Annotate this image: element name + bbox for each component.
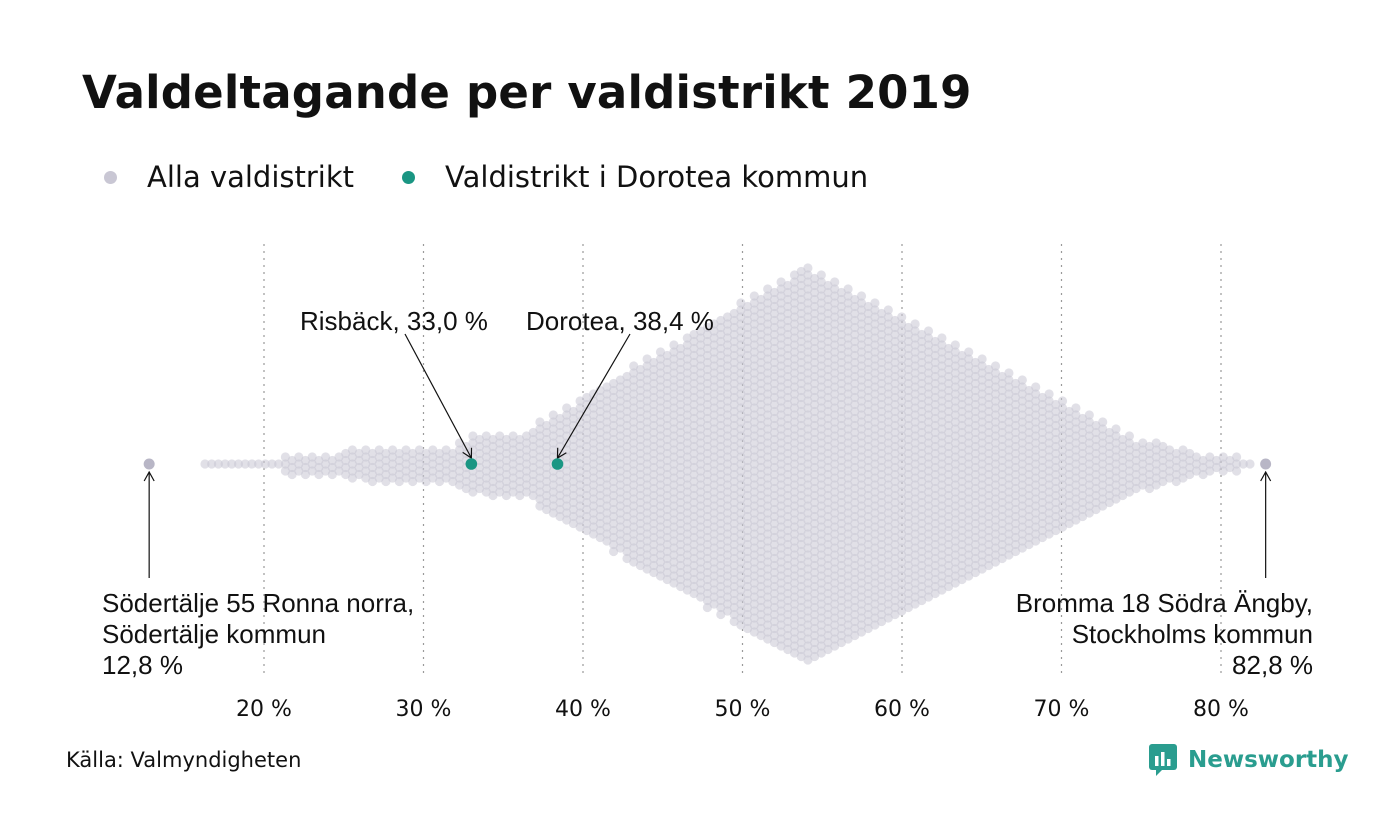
x-tick-label: 40 % (555, 697, 611, 722)
swarm-point (1057, 396, 1068, 406)
swarm-point (950, 340, 960, 350)
swarm-point (267, 459, 277, 469)
arrow-head (462, 447, 473, 460)
x-tick-label: 80 % (1193, 697, 1249, 722)
arrow-head (143, 470, 155, 482)
swarm-point (803, 263, 813, 273)
legend-item-all: Alla valdistrikt (104, 160, 354, 194)
legend: Alla valdistrikt Valdistrikt i Dorotea k… (104, 160, 916, 194)
annotation-extreme-max-line: 82,8 % (1232, 650, 1313, 680)
swarm-point (870, 298, 880, 308)
swarm-point (977, 354, 987, 364)
annotation-extreme-min-line: Södertälje kommun (102, 619, 326, 649)
brand-name: Newsworthy (1188, 747, 1349, 773)
arrow-highlight (404, 333, 472, 459)
swarm-point (1245, 459, 1255, 469)
legend-label-all: Alla valdistrikt (147, 160, 355, 194)
swarm-point (227, 459, 237, 469)
x-tick-label: 60 % (874, 697, 930, 722)
swarm-point (254, 459, 264, 469)
swarm-point (1111, 424, 1121, 434)
swarm-point (910, 319, 920, 329)
annotation-extreme-min-line: Södertälje 55 Ronna norra, (102, 588, 414, 618)
annotation-extreme-max-line: Stockholms kommun (1072, 619, 1313, 649)
swarm-point (240, 459, 250, 469)
annotation-extreme-max-line: Bromma 18 Södra Ängby, (1016, 588, 1313, 618)
swarm-point (213, 459, 223, 469)
swarm-point (207, 459, 217, 469)
swarm-point (1098, 417, 1108, 427)
swarm-point (1232, 459, 1242, 469)
swarm-point (964, 347, 974, 357)
point-extreme-max (1260, 458, 1272, 470)
swarm-point (830, 277, 840, 287)
annotation-highlight-label: Risbäck, 33,0 % (300, 306, 488, 336)
point-extreme-min (143, 458, 155, 470)
swarm-point (816, 270, 826, 280)
swarm-point (274, 459, 284, 469)
arrow-head (556, 447, 567, 460)
annotation-highlight-label: Dorotea, 38,4 % (526, 306, 714, 336)
swarm-point (200, 459, 210, 469)
x-tick-label: 70 % (1034, 697, 1090, 722)
x-tick-label: 20 % (236, 697, 292, 722)
swarm-point (1044, 389, 1054, 399)
swarm-point (260, 459, 270, 469)
swarm-point (233, 459, 244, 469)
legend-dot-all (104, 170, 117, 184)
swarm-point (220, 459, 230, 469)
swarm-point (1238, 459, 1248, 469)
swarm-point (1124, 431, 1134, 441)
annotation-extreme-min-line: 12,8 % (102, 650, 183, 680)
arrow-highlight (556, 333, 631, 459)
swarm-point (990, 361, 1001, 371)
arrow-head (1260, 470, 1272, 482)
swarm-point (1004, 368, 1014, 378)
swarm-point (1232, 452, 1242, 462)
point-highlight (551, 458, 564, 470)
swarm-point (1031, 382, 1041, 392)
beeswarm-chart: Södertälje 55 Ronna norra,Södertälje kom… (102, 244, 1313, 722)
point-highlight (465, 458, 478, 470)
brand-logo: Newsworthy (1148, 743, 1349, 777)
swarm-point (1071, 403, 1081, 413)
swarm-point (843, 284, 853, 294)
swarm-point (923, 326, 934, 336)
x-tick-label: 30 % (396, 697, 452, 722)
bar-chart-icon (1149, 744, 1177, 776)
chart-title: Valdeltagande per valdistrikt 2019 (82, 66, 972, 119)
swarm-point (247, 459, 257, 469)
x-tick-label: 50 % (715, 697, 771, 722)
swarm-point (883, 305, 893, 315)
swarm-point (1084, 410, 1094, 420)
legend-dot-highlight (402, 170, 416, 184)
swarm-point (1232, 466, 1242, 476)
legend-item-highlight: Valdistrikt i Dorotea kommun (402, 160, 868, 194)
swarm-point (937, 333, 947, 343)
swarm-point (856, 291, 867, 301)
swarm-point (1017, 375, 1027, 385)
source-note: Källa: Valmyndigheten (66, 748, 302, 772)
swarm-point (897, 312, 907, 322)
legend-label-highlight: Valdistrikt i Dorotea kommun (445, 160, 869, 194)
